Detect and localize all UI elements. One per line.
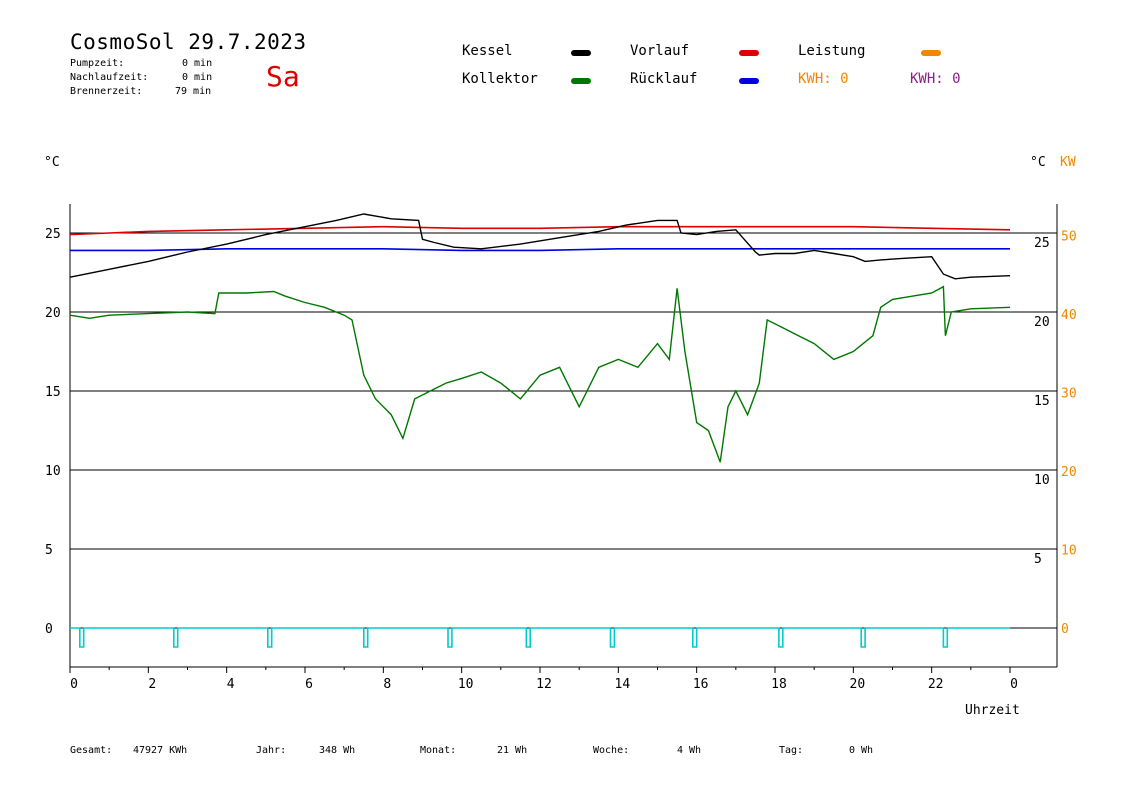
x-tick-label-4: 8 <box>383 677 391 692</box>
x-tick-label-11: 22 <box>928 677 944 692</box>
x-tick-label-5: 10 <box>458 677 474 692</box>
legend-label-leistung: Leistung <box>798 43 866 59</box>
y-tick-right-c-25: 25 <box>1034 236 1050 251</box>
y-tick-right-kw-50: 50 <box>1061 230 1077 245</box>
day-of-week: Sa <box>266 60 300 93</box>
series-kollektor <box>69 285 1011 463</box>
y-tick-right-c-20: 20 <box>1034 315 1050 330</box>
y-tick-left-5: 5 <box>45 543 53 558</box>
y-tick-right-kw-40: 40 <box>1061 308 1077 323</box>
legend-swatch-ruecklauf <box>739 78 759 84</box>
legend-swatch-vorlauf <box>739 50 759 56</box>
footer-monat-label: Monat: <box>420 745 457 756</box>
series-ruecklauf <box>70 248 1010 252</box>
legend-label-vorlauf: Vorlauf <box>630 43 690 59</box>
footer-woche-value: 4 Wh <box>677 745 702 756</box>
x-tick-label-8: 16 <box>693 677 709 692</box>
y-tick-left-25: 25 <box>45 227 61 242</box>
y-tick-left-10: 10 <box>45 464 61 479</box>
y-tick-right-c-5: 5 <box>1034 552 1042 567</box>
legend-kwh-orange: KWH: 0 <box>798 71 849 87</box>
y-tick-left-20: 20 <box>45 306 61 321</box>
x-tick-label-9: 18 <box>771 677 787 692</box>
footer-tag-value: 0 Wh <box>849 745 874 756</box>
series-vorlauf <box>69 225 1011 236</box>
stat-label-nachlaufzeit: Nachlaufzeit: <box>70 72 149 83</box>
y-tick-right-kw-30: 30 <box>1061 387 1077 402</box>
legend-label-kessel: Kessel <box>462 43 513 59</box>
stat-label-brennerzeit: Brennerzeit: <box>70 86 143 97</box>
footer-tag-label: Tag: <box>779 745 804 756</box>
legend-swatch-leistung <box>921 50 941 56</box>
footer-woche-label: Woche: <box>593 745 630 756</box>
y-tick-right-kw-20: 20 <box>1061 465 1077 480</box>
footer-jahr-value: 348 Wh <box>319 745 356 756</box>
y-tick-right-c-15: 15 <box>1034 394 1050 409</box>
series-pumpe <box>70 627 1010 648</box>
x-tick-label-6: 12 <box>536 677 552 692</box>
stat-label-pumpzeit: Pumpzeit: <box>70 58 125 69</box>
x-tick-label-3: 6 <box>305 677 313 692</box>
x-tick-label-2: 4 <box>227 677 235 692</box>
legend-swatch-kollektor <box>571 78 591 84</box>
x-tick-label-10: 20 <box>850 677 866 692</box>
y-tick-left-15: 15 <box>45 385 61 400</box>
stat-value-brennerzeit: 79 min <box>175 86 212 97</box>
footer-monat-value: 21 Wh <box>497 745 528 756</box>
y-tick-right-kw-10: 10 <box>1061 544 1077 559</box>
legend-swatch-kessel <box>571 50 591 56</box>
y-axis-unit-right-c: °C <box>1030 155 1046 170</box>
y-tick-right-c-10: 10 <box>1034 473 1050 488</box>
x-axis-label: Uhrzeit <box>965 703 1020 718</box>
legend-label-kollektor: Kollektor <box>462 71 538 87</box>
legend-kwh-purple: KWH: 0 <box>910 71 961 87</box>
footer-gesamt-label: Gesamt: <box>70 745 113 756</box>
page-title: CosmoSol 29.7.2023 <box>70 30 307 54</box>
footer-jahr-label: Jahr: <box>256 745 287 756</box>
stat-value-pumpzeit: 0 min <box>182 58 213 69</box>
y-axis-unit-right-kw: KW <box>1060 155 1076 170</box>
y-tick-right-kw-0: 0 <box>1061 622 1069 637</box>
x-tick-label-7: 14 <box>615 677 631 692</box>
x-tick-label-0: 0 <box>70 677 78 692</box>
x-tick-label-1: 2 <box>148 677 156 692</box>
legend-label-ruecklauf: Rücklauf <box>630 71 698 87</box>
y-tick-left-0: 0 <box>45 622 53 637</box>
footer-gesamt-value: 47927 KWh <box>133 745 188 756</box>
y-axis-unit-left: °C <box>44 155 60 170</box>
stat-value-nachlaufzeit: 0 min <box>182 72 213 83</box>
series-kessel <box>69 213 1011 280</box>
x-tick-label-12: 0 <box>1010 677 1018 692</box>
